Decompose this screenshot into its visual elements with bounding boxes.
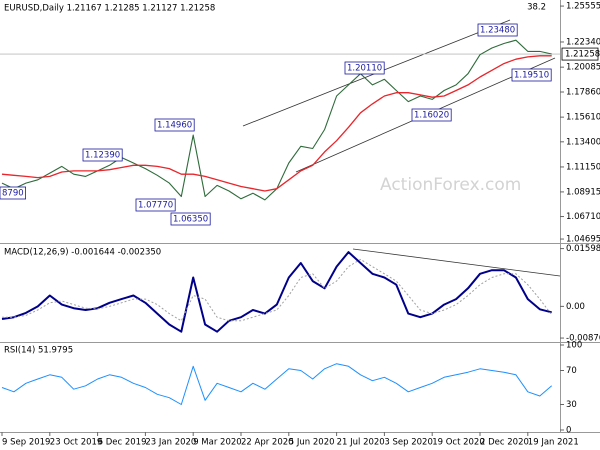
x-tick-label: 22 Apr 2020 (241, 438, 294, 448)
series-line (1, 55, 552, 192)
watermark: ActionForex.com (380, 175, 521, 195)
panel-title: MACD(12,26,9) -0.001644 -0.002350 (4, 248, 161, 258)
last-price-label: 1.21258 (565, 50, 600, 60)
y-tick-label: 70 (566, 366, 577, 376)
x-tick-label: 3 Sep 2020 (384, 438, 432, 448)
x-tick-label: 6 Dec 2019 (98, 438, 147, 448)
price-annotation: 1.19510 (514, 71, 549, 81)
price-annotation-box (82, 148, 123, 162)
y-tick-label: 0.00 (566, 302, 585, 312)
x-tick-label: 23 Jan 2020 (145, 438, 196, 448)
series-line (1, 363, 553, 405)
y-tick-label: 1.25555 (566, 2, 600, 12)
price-annotation-box (477, 23, 518, 37)
price-annotation-box (154, 118, 195, 132)
panel-title: RSI(14) 51.9795 (4, 346, 73, 356)
x-tick-label: 19 Oct 2020 (432, 438, 485, 448)
chart-title: EURUSD,Daily 1.21167 1.21285 1.21127 1.2… (4, 4, 215, 14)
price-annotation: 1.12390 (85, 151, 120, 161)
y-tick-label: 0.015983 (566, 244, 600, 254)
y-tick-label: 0 (566, 426, 571, 436)
price-annotation: 8790 (2, 189, 24, 199)
price-annotation-box (511, 68, 552, 82)
y-tick-label: 1.11150 (566, 162, 600, 172)
y-tick-label: 1.13400 (566, 137, 600, 147)
price-annotation-box (344, 61, 385, 75)
x-tick-label: 19 Jan 2021 (528, 438, 579, 448)
price-annotation-box (0, 186, 27, 200)
price-annotation: 1.07770 (138, 201, 173, 211)
price-annotation: 1.20110 (347, 64, 382, 74)
y-tick-label: 1.17860 (566, 88, 600, 98)
y-tick-label: 1.15610 (566, 113, 600, 123)
y-tick-label: 1.08915 (566, 187, 600, 197)
x-tick-label: 9 Mar 2020 (193, 438, 241, 448)
price-annotation-box (135, 198, 176, 212)
price-annotation: 1.14960 (157, 121, 192, 131)
price-annotation: 1.16020 (414, 111, 449, 121)
y-tick-label: 1.20085 (566, 63, 600, 73)
x-tick-label: 21 Jul 2020 (337, 438, 385, 448)
last-price-box (561, 47, 599, 61)
price-annotation: 1.23480 (480, 26, 515, 36)
y-tick-label: 1.22340 (566, 37, 600, 47)
x-tick-label: 5 Jun 2020 (289, 438, 335, 448)
x-tick-label: 9 Sep 2019 (2, 438, 50, 448)
corner-label: 38.2 (527, 3, 546, 13)
series-line (2, 258, 553, 322)
x-tick-label: 23 Oct 2019 (50, 438, 103, 448)
macd-trend-line (352, 248, 561, 277)
y-tick-label: 100 (566, 341, 582, 351)
y-tick-label: 1.04695 (566, 235, 600, 245)
price-annotation-box (411, 108, 452, 122)
y-tick-label: 30 (566, 400, 577, 410)
x-tick-label: 2 Dec 2020 (480, 438, 529, 448)
price-annotation-box (170, 212, 211, 226)
price-annotation: 1.06350 (173, 215, 208, 225)
y-tick-label: 1.06710 (566, 212, 600, 222)
y-tick-label: -0.008762 (566, 334, 600, 344)
